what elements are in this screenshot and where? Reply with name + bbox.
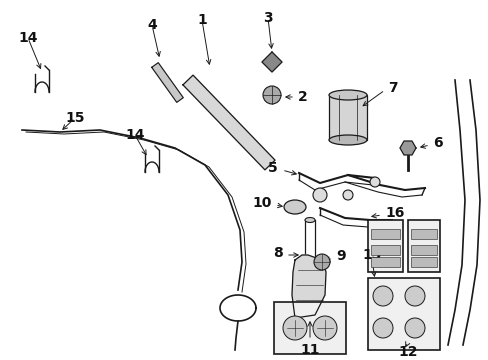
Circle shape (369, 177, 379, 187)
Text: 16: 16 (384, 206, 404, 220)
Text: 14: 14 (125, 128, 144, 142)
Circle shape (372, 318, 392, 338)
Text: 2: 2 (297, 90, 307, 104)
Bar (410, 257, 436, 267)
Bar (370, 229, 399, 239)
Polygon shape (291, 255, 325, 318)
Circle shape (404, 286, 424, 306)
Text: 5: 5 (268, 161, 278, 175)
Bar (410, 245, 436, 255)
Text: 3: 3 (263, 11, 272, 25)
Text: 14: 14 (18, 31, 38, 45)
Polygon shape (151, 63, 183, 102)
Ellipse shape (284, 200, 305, 214)
Bar (410, 229, 436, 239)
Text: 9: 9 (335, 249, 345, 263)
Ellipse shape (328, 90, 366, 100)
Ellipse shape (305, 217, 314, 222)
Polygon shape (262, 52, 282, 72)
Bar (407, 220, 439, 272)
Bar (367, 278, 439, 350)
Bar (370, 257, 399, 267)
Text: 15: 15 (65, 111, 84, 125)
Circle shape (342, 190, 352, 200)
Text: 4: 4 (147, 18, 157, 32)
Circle shape (283, 316, 306, 340)
Circle shape (372, 286, 392, 306)
Text: 12: 12 (397, 345, 417, 359)
Bar (367, 220, 402, 272)
Bar (273, 302, 346, 354)
Circle shape (263, 86, 281, 104)
Bar (370, 245, 399, 255)
Text: 6: 6 (432, 136, 442, 150)
Circle shape (313, 254, 329, 270)
Ellipse shape (328, 135, 366, 145)
Circle shape (404, 318, 424, 338)
Text: 8: 8 (273, 246, 283, 260)
Text: 7: 7 (387, 81, 397, 95)
Text: 10: 10 (252, 196, 271, 210)
Text: 1: 1 (197, 13, 206, 27)
Polygon shape (183, 75, 274, 170)
Bar (328, 95, 366, 140)
Text: 11: 11 (300, 343, 319, 357)
Text: 13: 13 (362, 248, 381, 262)
Polygon shape (399, 141, 415, 155)
Circle shape (312, 188, 326, 202)
Circle shape (312, 316, 336, 340)
